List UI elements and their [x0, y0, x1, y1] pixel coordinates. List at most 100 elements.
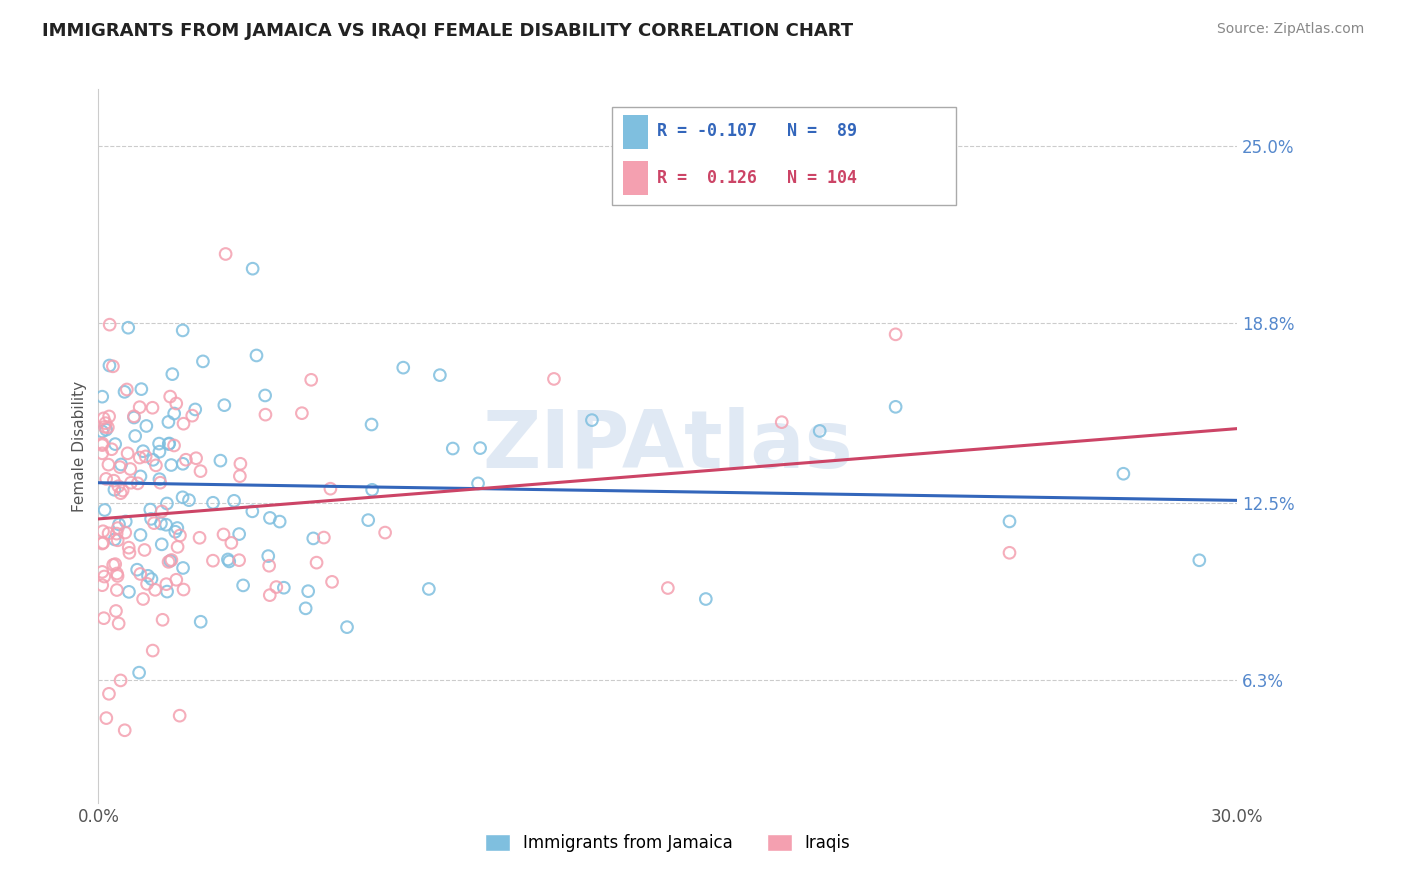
Point [98, 359, 121, 373]
Point [998, 515, 1021, 529]
Point [259, 511, 281, 525]
Point [110, 486, 132, 500]
Point [117, 446, 139, 460]
Point [155, 577, 177, 591]
Point [111, 483, 134, 498]
Point [120, 462, 142, 476]
Point [214, 398, 236, 412]
Point [294, 601, 316, 615]
Point [467, 476, 489, 491]
Point [127, 476, 149, 491]
Point [543, 372, 565, 386]
Point [96, 423, 118, 437]
Point [110, 458, 132, 472]
Point [104, 557, 127, 571]
Point [266, 580, 288, 594]
Point [254, 388, 277, 402]
Point [214, 247, 236, 261]
Point [441, 442, 464, 456]
Point [148, 436, 170, 450]
Point [169, 708, 191, 723]
Point [107, 533, 129, 548]
Point [177, 493, 200, 508]
Point [581, 413, 603, 427]
Point [191, 354, 214, 368]
Point [97, 420, 120, 434]
Point [128, 665, 150, 680]
Point [104, 437, 127, 451]
Point [91, 578, 114, 592]
Point [173, 582, 195, 597]
Point [94, 472, 117, 486]
Point [157, 555, 180, 569]
Point [118, 546, 141, 560]
Point [217, 552, 239, 566]
Point [188, 531, 211, 545]
Point [101, 359, 124, 374]
Point [141, 572, 163, 586]
Point [108, 517, 131, 532]
Point [201, 496, 224, 510]
Point [321, 574, 343, 589]
Point [141, 401, 163, 415]
Point [169, 528, 191, 542]
Point [884, 400, 907, 414]
Point [122, 409, 145, 424]
Point [163, 438, 186, 452]
Legend: Immigrants from Jamaica, Iraqis: Immigrants from Jamaica, Iraqis [478, 827, 858, 859]
Point [93, 411, 115, 425]
Point [91, 565, 114, 579]
Y-axis label: Female Disability: Female Disability [72, 380, 87, 512]
Point [172, 491, 194, 505]
Point [103, 474, 125, 488]
Point [157, 437, 180, 451]
Point [107, 616, 129, 631]
Point [142, 452, 165, 467]
Point [134, 543, 156, 558]
Point [136, 569, 159, 583]
Point [808, 424, 831, 438]
Text: Source: ZipAtlas.com: Source: ZipAtlas.com [1216, 22, 1364, 37]
Point [657, 581, 679, 595]
Point [291, 406, 314, 420]
Point [468, 441, 491, 455]
Text: ZIPAtlas: ZIPAtlas [482, 407, 853, 485]
Text: R = -0.107   N =  89: R = -0.107 N = 89 [657, 121, 856, 139]
Point [107, 521, 129, 535]
Point [163, 407, 186, 421]
Point [115, 383, 138, 397]
Point [174, 452, 197, 467]
Point [114, 515, 136, 529]
Point [228, 553, 250, 567]
Point [107, 569, 129, 583]
Point [884, 327, 907, 342]
Text: R =  0.126   N = 104: R = 0.126 N = 104 [657, 169, 856, 186]
Point [148, 472, 170, 486]
Point [91, 536, 114, 550]
Point [132, 444, 155, 458]
Point [97, 526, 120, 541]
Point [152, 613, 174, 627]
Point [100, 442, 122, 457]
Point [128, 450, 150, 465]
Point [139, 502, 162, 516]
Point [104, 533, 127, 547]
Point [150, 504, 173, 518]
Point [98, 687, 121, 701]
Point [91, 446, 114, 460]
Point [150, 537, 173, 551]
Point [114, 723, 136, 738]
Point [117, 320, 139, 334]
Point [302, 532, 325, 546]
Point [143, 582, 166, 597]
Point [91, 524, 114, 539]
Point [120, 475, 142, 490]
Point [149, 475, 172, 490]
Point [127, 563, 149, 577]
Point [148, 444, 170, 458]
Point [1188, 553, 1211, 567]
Point [91, 438, 114, 452]
Point [98, 318, 121, 332]
Point [173, 417, 195, 431]
Point [145, 458, 167, 473]
